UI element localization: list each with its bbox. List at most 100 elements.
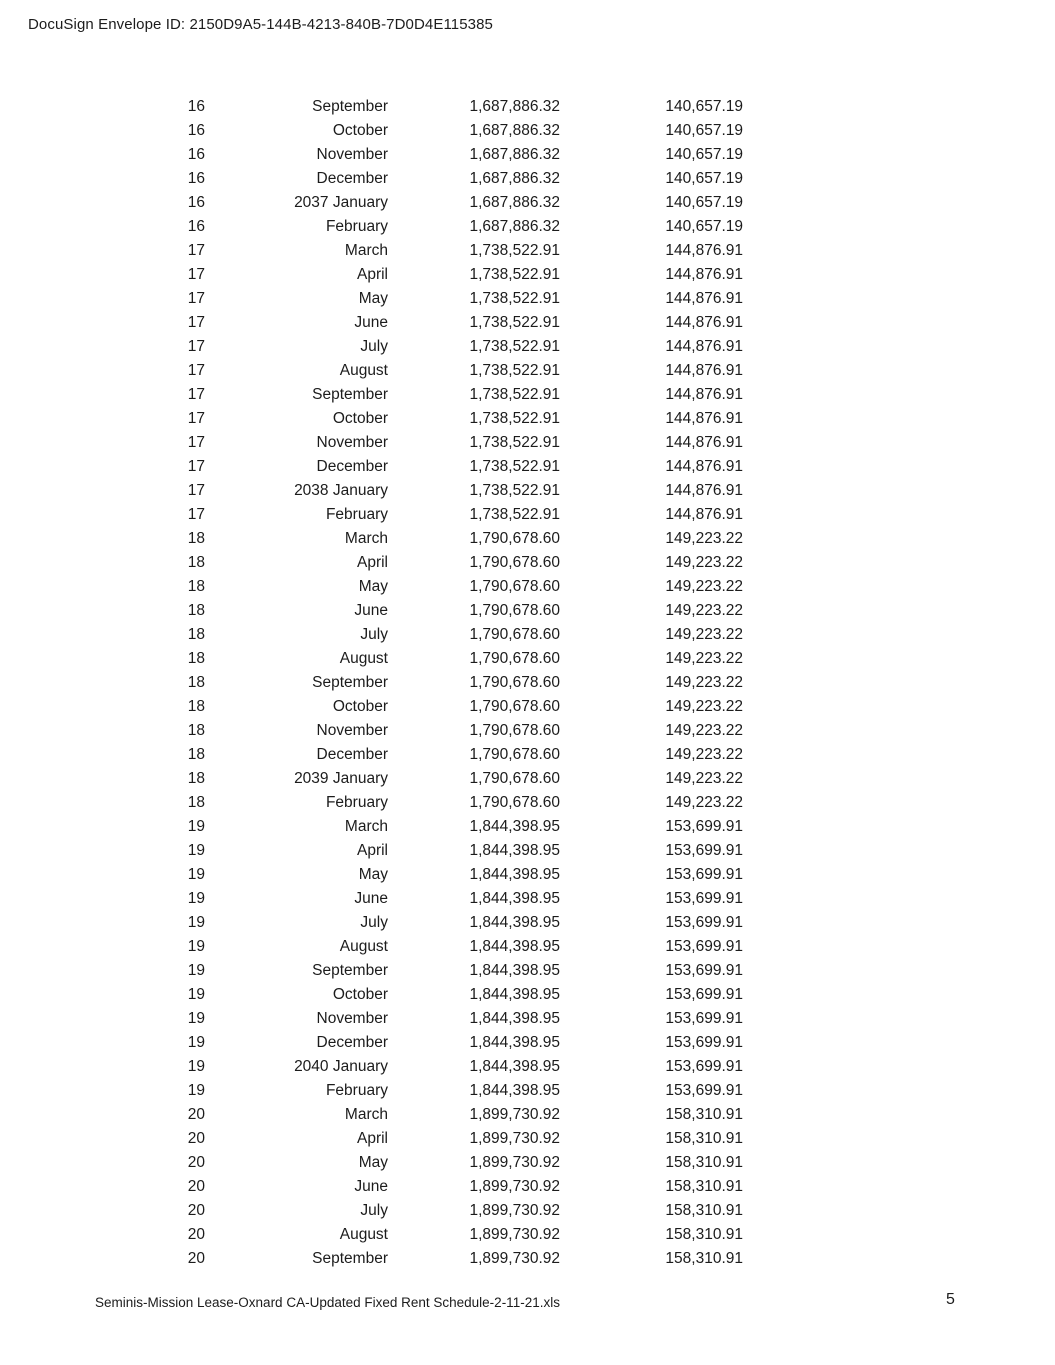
table-row: 17 2038 January 1,738,522.91 144,876.91 bbox=[0, 479, 743, 503]
monthly-rent-cell: 149,223.22 bbox=[665, 674, 743, 691]
table-row: 18 2039 January 1,790,678.60 149,223.22 bbox=[0, 767, 743, 791]
table-row: 16 October 1,687,886.32 140,657.19 bbox=[0, 119, 743, 143]
table-row: 18 August 1,790,678.60 149,223.22 bbox=[0, 647, 743, 671]
monthly-rent-cell: 144,876.91 bbox=[665, 458, 743, 475]
monthly-rent-cell: 140,657.19 bbox=[665, 170, 743, 187]
fixed-rent-schedule-table: 16 September 1,687,886.32 140,657.19 16 … bbox=[0, 95, 743, 1271]
table-row: 16 November 1,687,886.32 140,657.19 bbox=[0, 143, 743, 167]
table-row: 16 February 1,687,886.32 140,657.19 bbox=[0, 215, 743, 239]
lease-year-cell: 19 bbox=[187, 890, 205, 907]
annual-rent-cell: 1,844,398.95 bbox=[469, 938, 560, 955]
annual-rent-cell: 1,738,522.91 bbox=[469, 506, 560, 523]
table-row: 20 May 1,899,730.92 158,310.91 bbox=[0, 1151, 743, 1175]
lease-year-cell: 19 bbox=[187, 1034, 205, 1051]
lease-year-cell: 17 bbox=[187, 506, 205, 523]
month-cell: April bbox=[356, 1130, 388, 1147]
annual-rent-cell: 1,844,398.95 bbox=[469, 842, 560, 859]
monthly-rent-cell: 149,223.22 bbox=[665, 626, 743, 643]
annual-rent-cell: 1,790,678.60 bbox=[469, 770, 560, 787]
month-cell: June bbox=[354, 890, 388, 907]
lease-year-cell: 19 bbox=[187, 866, 205, 883]
month-cell: August bbox=[339, 650, 388, 667]
table-row: 18 February 1,790,678.60 149,223.22 bbox=[0, 791, 743, 815]
monthly-rent-cell: 158,310.91 bbox=[665, 1250, 743, 1267]
table-row: 18 November 1,790,678.60 149,223.22 bbox=[0, 719, 743, 743]
annual-rent-cell: 1,738,522.91 bbox=[469, 458, 560, 475]
annual-rent-cell: 1,899,730.92 bbox=[469, 1106, 560, 1123]
month-cell: April bbox=[356, 554, 388, 571]
month-cell: October bbox=[332, 698, 388, 715]
monthly-rent-cell: 153,699.91 bbox=[665, 1010, 743, 1027]
monthly-rent-cell: 153,699.91 bbox=[665, 986, 743, 1003]
table-row: 19 April 1,844,398.95 153,699.91 bbox=[0, 839, 743, 863]
annual-rent-cell: 1,790,678.60 bbox=[469, 626, 560, 643]
annual-rent-cell: 1,844,398.95 bbox=[469, 986, 560, 1003]
annual-rent-cell: 1,844,398.95 bbox=[469, 818, 560, 835]
month-cell: 2037 January bbox=[294, 194, 388, 211]
monthly-rent-cell: 140,657.19 bbox=[665, 122, 743, 139]
table-row: 20 August 1,899,730.92 158,310.91 bbox=[0, 1223, 743, 1247]
annual-rent-cell: 1,687,886.32 bbox=[469, 122, 560, 139]
lease-year-cell: 20 bbox=[187, 1226, 205, 1243]
monthly-rent-cell: 144,876.91 bbox=[665, 266, 743, 283]
lease-year-cell: 18 bbox=[187, 530, 205, 547]
month-cell: February bbox=[325, 218, 388, 235]
table-row: 17 September 1,738,522.91 144,876.91 bbox=[0, 383, 743, 407]
annual-rent-cell: 1,899,730.92 bbox=[469, 1130, 560, 1147]
month-cell: 2040 January bbox=[294, 1058, 388, 1075]
monthly-rent-cell: 149,223.22 bbox=[665, 650, 743, 667]
monthly-rent-cell: 144,876.91 bbox=[665, 314, 743, 331]
annual-rent-cell: 1,687,886.32 bbox=[469, 170, 560, 187]
table-row: 17 June 1,738,522.91 144,876.91 bbox=[0, 311, 743, 335]
month-cell: March bbox=[344, 818, 388, 835]
month-cell: September bbox=[312, 674, 388, 691]
month-cell: February bbox=[325, 794, 388, 811]
month-cell: August bbox=[339, 362, 388, 379]
month-cell: May bbox=[358, 1154, 388, 1171]
annual-rent-cell: 1,844,398.95 bbox=[469, 1058, 560, 1075]
table-row: 17 May 1,738,522.91 144,876.91 bbox=[0, 287, 743, 311]
monthly-rent-cell: 153,699.91 bbox=[665, 890, 743, 907]
table-row: 17 February 1,738,522.91 144,876.91 bbox=[0, 503, 743, 527]
lease-year-cell: 18 bbox=[187, 746, 205, 763]
month-cell: November bbox=[316, 146, 389, 163]
month-cell: 2039 January bbox=[294, 770, 388, 787]
month-cell: December bbox=[316, 170, 389, 187]
lease-year-cell: 17 bbox=[187, 434, 205, 451]
lease-year-cell: 19 bbox=[187, 1082, 205, 1099]
table-row: 17 November 1,738,522.91 144,876.91 bbox=[0, 431, 743, 455]
monthly-rent-cell: 158,310.91 bbox=[665, 1154, 743, 1171]
month-cell: August bbox=[339, 1226, 388, 1243]
monthly-rent-cell: 149,223.22 bbox=[665, 794, 743, 811]
table-row: 16 December 1,687,886.32 140,657.19 bbox=[0, 167, 743, 191]
lease-year-cell: 18 bbox=[187, 674, 205, 691]
lease-year-cell: 20 bbox=[187, 1106, 205, 1123]
annual-rent-cell: 1,687,886.32 bbox=[469, 146, 560, 163]
lease-year-cell: 17 bbox=[187, 410, 205, 427]
monthly-rent-cell: 153,699.91 bbox=[665, 818, 743, 835]
docusign-envelope-id-header: DocuSign Envelope ID: 2150D9A5-144B-4213… bbox=[28, 16, 493, 33]
table-row: 20 April 1,899,730.92 158,310.91 bbox=[0, 1127, 743, 1151]
lease-year-cell: 19 bbox=[187, 842, 205, 859]
monthly-rent-cell: 149,223.22 bbox=[665, 770, 743, 787]
lease-year-cell: 17 bbox=[187, 482, 205, 499]
lease-year-cell: 17 bbox=[187, 386, 205, 403]
lease-year-cell: 20 bbox=[187, 1154, 205, 1171]
table-row: 17 April 1,738,522.91 144,876.91 bbox=[0, 263, 743, 287]
table-row: 18 July 1,790,678.60 149,223.22 bbox=[0, 623, 743, 647]
month-cell: May bbox=[358, 866, 388, 883]
monthly-rent-cell: 144,876.91 bbox=[665, 506, 743, 523]
monthly-rent-cell: 153,699.91 bbox=[665, 1082, 743, 1099]
annual-rent-cell: 1,899,730.92 bbox=[469, 1250, 560, 1267]
month-cell: June bbox=[354, 314, 388, 331]
annual-rent-cell: 1,899,730.92 bbox=[469, 1226, 560, 1243]
annual-rent-cell: 1,738,522.91 bbox=[469, 290, 560, 307]
lease-year-cell: 20 bbox=[187, 1250, 205, 1267]
month-cell: November bbox=[316, 722, 389, 739]
footer-page-number: 5 bbox=[946, 1291, 955, 1308]
month-cell: July bbox=[360, 914, 388, 931]
lease-year-cell: 16 bbox=[187, 218, 205, 235]
month-cell: April bbox=[356, 266, 388, 283]
monthly-rent-cell: 158,310.91 bbox=[665, 1130, 743, 1147]
